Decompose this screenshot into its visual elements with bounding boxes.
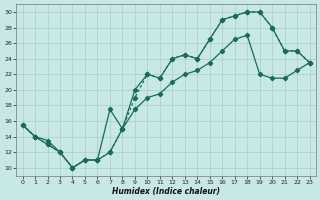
X-axis label: Humidex (Indice chaleur): Humidex (Indice chaleur) xyxy=(112,187,220,196)
